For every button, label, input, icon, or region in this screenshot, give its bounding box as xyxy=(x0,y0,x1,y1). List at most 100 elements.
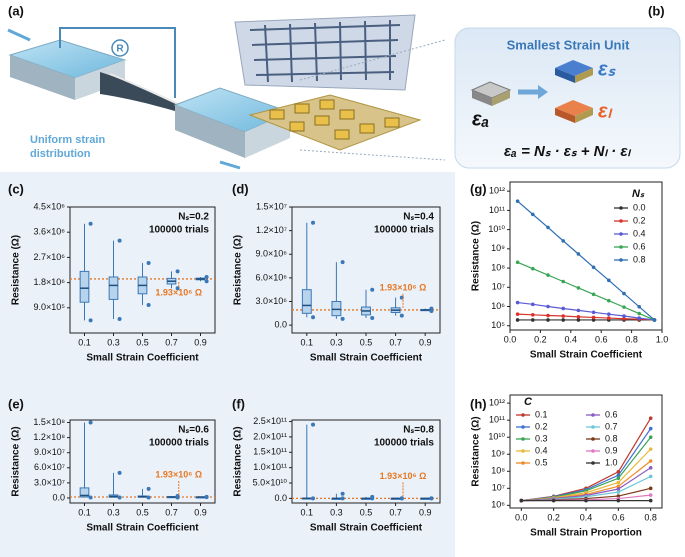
note: 100000 trials xyxy=(149,438,209,449)
point xyxy=(519,498,524,503)
outlier-dot xyxy=(340,260,345,265)
legend-marker xyxy=(591,461,595,465)
strain-text: Uniform strain xyxy=(30,134,105,146)
point xyxy=(622,291,626,296)
x-tick-label: 0.8 xyxy=(625,334,638,344)
point xyxy=(531,212,535,217)
y-tick-label: 6.0×10⁶ xyxy=(256,272,288,282)
y-tick-label: 9.0×10⁷ xyxy=(34,447,65,457)
panel-label: (b) xyxy=(648,3,665,18)
x-tick-label: 0.3 xyxy=(330,507,343,517)
x-axis-label: Small Strain Proportion xyxy=(530,528,642,539)
point xyxy=(584,498,588,503)
point xyxy=(561,318,565,322)
legend-label: 0.6 xyxy=(605,409,618,419)
point xyxy=(546,313,550,318)
point xyxy=(648,447,653,451)
reference-label: 1.93×10⁶ Ω xyxy=(380,471,427,481)
y-tick-label: 0.0 xyxy=(52,492,65,502)
legend-label: 0.3 xyxy=(535,433,548,443)
point xyxy=(616,470,621,474)
y-tick-label: 6.0×10⁷ xyxy=(34,462,65,472)
outlier-dot xyxy=(88,495,93,500)
y-tick-label: 9.0×10⁵ xyxy=(33,302,65,312)
y-tick-label: 10¹⁰ xyxy=(488,224,505,234)
y-tick-label: 3.0×10⁶ xyxy=(256,296,288,306)
point xyxy=(515,318,520,322)
outlier-dot xyxy=(88,420,93,425)
point xyxy=(561,314,565,318)
outlier-dot xyxy=(117,238,122,243)
legend-label: 0.8 xyxy=(605,433,618,443)
point xyxy=(546,225,550,230)
point xyxy=(591,315,596,320)
x-tick-label: 0.1 xyxy=(78,507,91,517)
y-tick-label: 10⁷ xyxy=(492,483,505,493)
y-tick-label: 9.0×10⁶ xyxy=(256,249,288,259)
y-tick-label: 5.0×10¹⁰ xyxy=(253,477,288,487)
x-tick-label: 0.4 xyxy=(580,512,593,522)
legend-marker xyxy=(619,232,623,236)
y-tick-label: 3.6×10⁶ xyxy=(34,227,66,237)
x-tick-label: 0.2 xyxy=(547,512,560,522)
panel-label: (a) xyxy=(8,3,24,18)
equation: εₐ = Nₛ · εₛ + Nₗ · εₗ xyxy=(504,143,631,160)
point xyxy=(616,480,621,485)
point xyxy=(648,416,653,421)
legend-marker xyxy=(521,437,525,441)
y-tick-label: 10⁷ xyxy=(492,282,505,292)
y-tick-label: 10¹² xyxy=(489,398,505,408)
point xyxy=(546,318,550,322)
legend-marker xyxy=(619,258,623,262)
box xyxy=(79,270,90,303)
point xyxy=(515,199,520,204)
y-tick-label: 10⁹ xyxy=(491,243,505,253)
point xyxy=(616,490,621,494)
point xyxy=(637,304,641,309)
y-axis-label: Resistance (Ω) xyxy=(233,426,244,496)
legend-label: 0.9 xyxy=(605,445,618,455)
point xyxy=(551,498,556,503)
legend-marker xyxy=(591,437,595,441)
illustration-a xyxy=(7,14,446,170)
point xyxy=(576,286,581,290)
legend-marker xyxy=(619,206,623,210)
outlier-dot xyxy=(146,303,151,307)
x-tick-label: 1.0 xyxy=(656,334,669,344)
note: 100000 trials xyxy=(374,438,434,449)
y-axis-label: Resistance (Ω) xyxy=(471,221,482,291)
reference-label: 1.93×10⁶ Ω xyxy=(155,469,202,479)
point xyxy=(652,318,657,322)
point xyxy=(648,498,653,503)
y-axis-label: Resistance (Ω) xyxy=(233,235,244,305)
point xyxy=(648,493,653,497)
x-tick-label: 0.1 xyxy=(301,337,314,347)
point xyxy=(616,494,621,498)
y-tick-label: 1.5×10⁷ xyxy=(256,201,287,211)
outlier-dot xyxy=(370,316,375,321)
x-tick-label: 0.3 xyxy=(107,507,120,517)
point xyxy=(616,476,621,481)
outlier-dot xyxy=(399,496,404,501)
unit-title: Smallest Strain Unit xyxy=(507,37,630,52)
y-tick-label: 10⁶ xyxy=(491,500,505,510)
box xyxy=(331,301,342,317)
outlier-dot xyxy=(204,494,209,499)
y-axis-label: Resistance (Ω) xyxy=(11,426,22,496)
outlier-dot xyxy=(311,496,316,501)
outlier-dot xyxy=(204,275,209,279)
x-tick-label: 0.3 xyxy=(330,337,343,347)
legend-marker xyxy=(591,425,595,429)
outlier-dot xyxy=(175,286,180,291)
point xyxy=(616,484,621,489)
x-axis-label: Small Strain Coefficient xyxy=(86,523,199,534)
outlier-dot xyxy=(340,491,345,496)
legend-marker xyxy=(591,413,595,417)
x-tick-label: 0.1 xyxy=(301,507,314,517)
outlier-dot xyxy=(370,287,375,292)
x-tick-label: 0.7 xyxy=(165,337,178,347)
y-tick-label: 10⁸ xyxy=(491,466,505,476)
point xyxy=(576,308,581,313)
x-axis-label: Small Strain Coefficient xyxy=(530,350,643,361)
